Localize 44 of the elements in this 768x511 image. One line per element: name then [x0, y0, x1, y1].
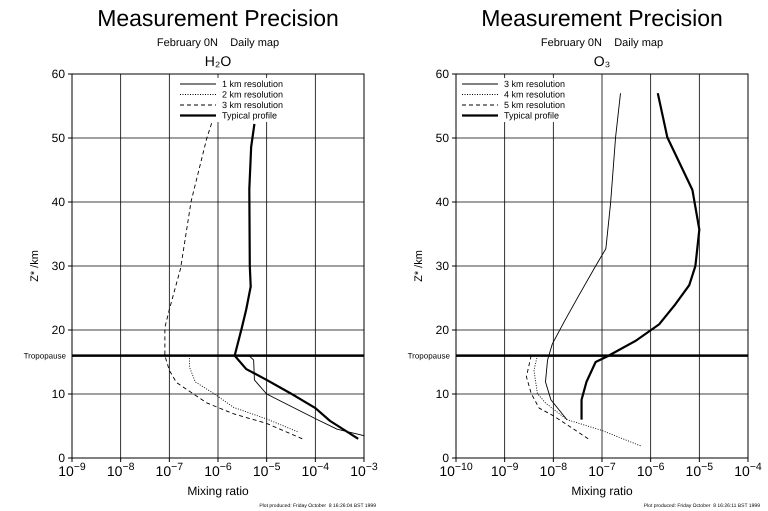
legend-label: 4 km resolution [504, 90, 566, 100]
text: O₃ [594, 53, 610, 69]
chart-title: Measurement Precision [481, 5, 723, 31]
x-tick-label: 10$^{−4}$ [302, 461, 330, 479]
y-tick-label: 60 [436, 66, 450, 81]
y-tick-label: 40 [436, 194, 450, 209]
x-tick-label: 10$^{−7}$ [156, 461, 184, 479]
x-tick-label: 10$^{−5}$ [686, 461, 714, 479]
x-tick-label: 10$^{−4}$ [734, 461, 762, 479]
legend-label: 3 km resolution [222, 100, 284, 110]
legend-label: 5 km resolution [504, 100, 566, 110]
x-tick-label: 10$^{−3}$ [350, 461, 378, 479]
x-tick-label: 10$^{−6}$ [204, 461, 232, 479]
chart-title: Measurement Precision [97, 5, 339, 31]
y-tick-label: 10 [436, 386, 450, 401]
x-tick-label: 10$^{−8}$ [540, 461, 568, 479]
ref-line-label: Tropopause [408, 352, 451, 361]
y-tick-label: 40 [52, 194, 66, 209]
y-tick-label: 30 [52, 258, 66, 273]
x-tick-label: 10$^{−7}$ [588, 461, 616, 479]
x-tick-label: 10$^{−8}$ [106, 461, 135, 479]
x-axis-title: Mixing ratio [187, 484, 249, 498]
y-axis-title: Z* /km [413, 250, 425, 282]
legend-label: Typical profile [504, 110, 560, 120]
x-tick-label: 10$^{−9}$ [490, 461, 519, 479]
y-tick-label: 50 [436, 130, 450, 145]
legend-label: 2 km resolution [222, 90, 284, 100]
chart-subtitle: February 0N Daily map [156, 37, 280, 49]
y-tick-label: 20 [436, 322, 450, 337]
legend-label: 3 km resolution [504, 79, 566, 89]
x-axis-title: Mixing ratio [571, 484, 633, 498]
y-tick-label: 50 [52, 130, 66, 145]
y-tick-label: 20 [52, 322, 66, 337]
ref-line-label: Tropopause [24, 352, 67, 361]
y-tick-label: 30 [436, 258, 450, 273]
y-axis-title: Z* /km [29, 250, 41, 282]
y-tick-label: 10 [52, 386, 66, 401]
chart-subtitle: February 0N Daily map [540, 37, 664, 49]
legend-label: Typical profile [222, 110, 278, 120]
x-tick-label: 10$^{−5}$ [252, 461, 281, 479]
y-tick-label: 60 [52, 66, 66, 81]
legend-label: 1 km resolution [222, 79, 284, 89]
text: H₂O [204, 53, 232, 69]
x-tick-label: 10$^{−6}$ [636, 461, 665, 479]
